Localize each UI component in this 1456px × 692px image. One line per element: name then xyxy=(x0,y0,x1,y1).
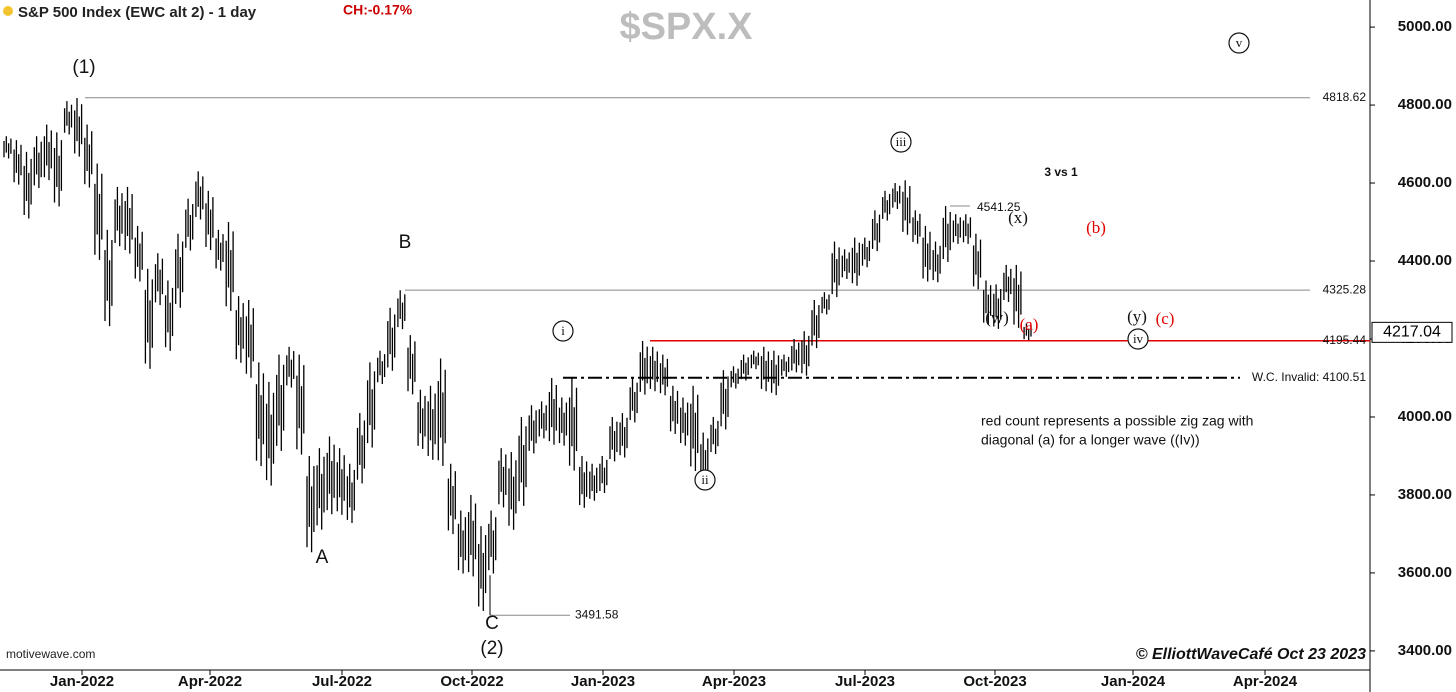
x-tick-label: Jul-2022 xyxy=(312,673,372,690)
circled-label: iii xyxy=(896,134,907,149)
wave-label: A xyxy=(316,547,329,568)
y-tick-label: 3800.00 xyxy=(1398,486,1452,503)
source: motivewave.com xyxy=(6,647,95,661)
wave-label: (x) xyxy=(1008,208,1028,227)
wave-circle xyxy=(1127,328,1149,350)
last-price: 4217.04 xyxy=(1383,324,1441,341)
wave-circle xyxy=(694,469,716,491)
wave-label: 3 vs 1 xyxy=(1044,165,1078,179)
level-label: 4195.44 xyxy=(1323,333,1367,347)
status-dot xyxy=(3,6,13,16)
circled-label: iv xyxy=(1133,331,1144,346)
circled-label: i xyxy=(561,323,565,338)
level-label: 4818.62 xyxy=(1323,90,1367,104)
x-tick-label: Jul-2023 xyxy=(835,673,895,690)
last-price-box xyxy=(1371,321,1453,343)
chart-title: S&P 500 Index (EWC alt 2) - 1 day xyxy=(18,4,257,21)
y-tick-label: 4600.00 xyxy=(1398,174,1452,191)
wave-label: (y) xyxy=(1127,307,1147,326)
wave-circle xyxy=(552,320,574,342)
y-tick-label: 4000.00 xyxy=(1398,408,1452,425)
x-tick-label: Jan-2022 xyxy=(50,673,114,690)
y-tick-label: 3400.00 xyxy=(1398,642,1452,659)
change: CH:-0.17% xyxy=(343,2,413,18)
level-label: 4325.28 xyxy=(1323,282,1367,296)
x-tick-label: Jan-2023 xyxy=(571,673,635,690)
x-tick-label: Jan-2024 xyxy=(1101,673,1166,690)
note-line: red count represents a possible zig zag … xyxy=(981,413,1253,429)
y-tick-label: 4400.00 xyxy=(1398,252,1452,269)
copyright: © ElliottWaveCafé Oct 23 2023 xyxy=(1136,646,1366,663)
x-tick-label: Oct-2022 xyxy=(440,673,503,690)
level-label: W.C. Invalid: 4100.51 xyxy=(1252,370,1366,384)
x-tick-label: Apr-2024 xyxy=(1233,673,1298,690)
level-label: 3491.58 xyxy=(575,607,619,621)
wave-label: (w) xyxy=(985,308,1009,327)
y-tick-label: 4800.00 xyxy=(1398,96,1452,113)
note-line: diagonal (a) for a longer wave ((Iv)) xyxy=(981,432,1200,448)
wave-label: (a) xyxy=(1020,315,1039,334)
wave-label: B xyxy=(399,232,412,253)
wave-circle xyxy=(1228,32,1250,54)
wave-label: (b) xyxy=(1086,218,1106,237)
wave-label: (1) xyxy=(72,57,95,78)
wave-label: (2) xyxy=(480,638,503,659)
wave-label: (c) xyxy=(1156,309,1175,328)
wave-circle xyxy=(890,131,912,153)
y-tick-label: 3600.00 xyxy=(1398,564,1452,581)
x-tick-label: Apr-2023 xyxy=(702,673,766,690)
circled-label: ii xyxy=(701,472,709,487)
level-label: 4541.25 xyxy=(977,200,1021,214)
x-tick-label: Apr-2022 xyxy=(178,673,242,690)
symbol: $SPX.X xyxy=(619,6,753,48)
y-tick-label: 5000.00 xyxy=(1398,18,1452,35)
x-tick-label: Oct-2023 xyxy=(963,673,1026,690)
wave-label: C xyxy=(485,613,499,634)
circled-label: v xyxy=(1236,35,1243,50)
